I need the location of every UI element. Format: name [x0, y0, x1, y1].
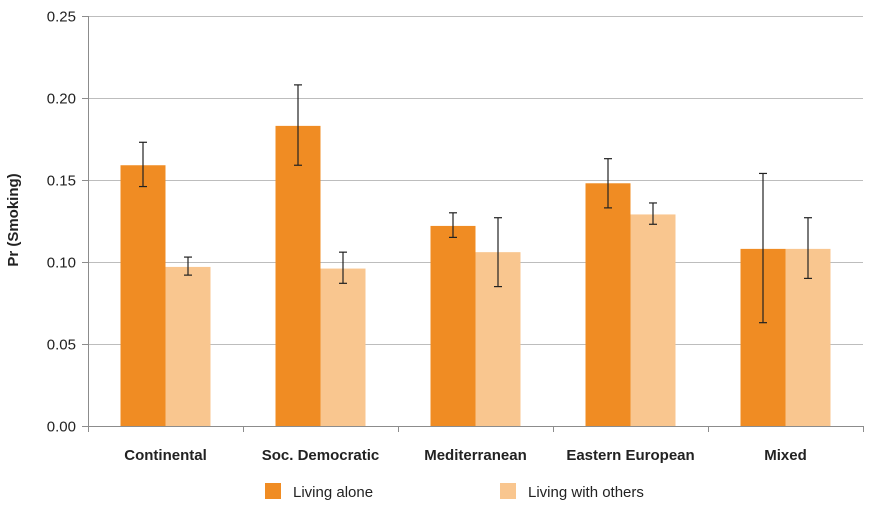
x-category-label: Continental [124, 447, 207, 464]
y-tick-label: 0.00 [47, 419, 76, 436]
x-category-label: Soc. Democratic [262, 447, 380, 464]
legend-swatch [500, 483, 516, 499]
bar-living-alone [275, 125, 321, 426]
gridlines [88, 16, 863, 345]
y-tick-labels: 0.00 0.05 0.10 0.15 0.20 0.25 [47, 9, 76, 436]
legend-swatch [265, 483, 281, 499]
legend: Living alone Living with others [265, 483, 644, 501]
x-category-label: Eastern European [566, 447, 694, 464]
bar-living-alone [120, 165, 166, 427]
bars [120, 125, 831, 427]
legend-label: Living alone [293, 484, 373, 501]
y-tick-label: 0.05 [47, 337, 76, 354]
bar-living-alone [585, 183, 631, 426]
bar-living-with-others [165, 266, 211, 426]
bar-living-with-others [630, 214, 676, 426]
y-tick-label: 0.10 [47, 255, 76, 272]
x-category-label: Mixed [764, 447, 807, 464]
error-bars [139, 84, 812, 324]
x-category-label: Mediterranean [424, 447, 527, 464]
bar-living-with-others [320, 268, 366, 426]
x-category-labels: Continental Soc. Democratic Mediterranean E… [124, 447, 807, 464]
bar-living-alone [430, 225, 476, 426]
legend-label: Living with others [528, 484, 644, 501]
y-tick-label: 0.15 [47, 173, 76, 190]
y-tick-label: 0.25 [47, 9, 76, 26]
axes [82, 16, 864, 432]
y-axis-title: Pr (Smoking) [5, 173, 22, 266]
y-tick-label: 0.20 [47, 91, 76, 108]
